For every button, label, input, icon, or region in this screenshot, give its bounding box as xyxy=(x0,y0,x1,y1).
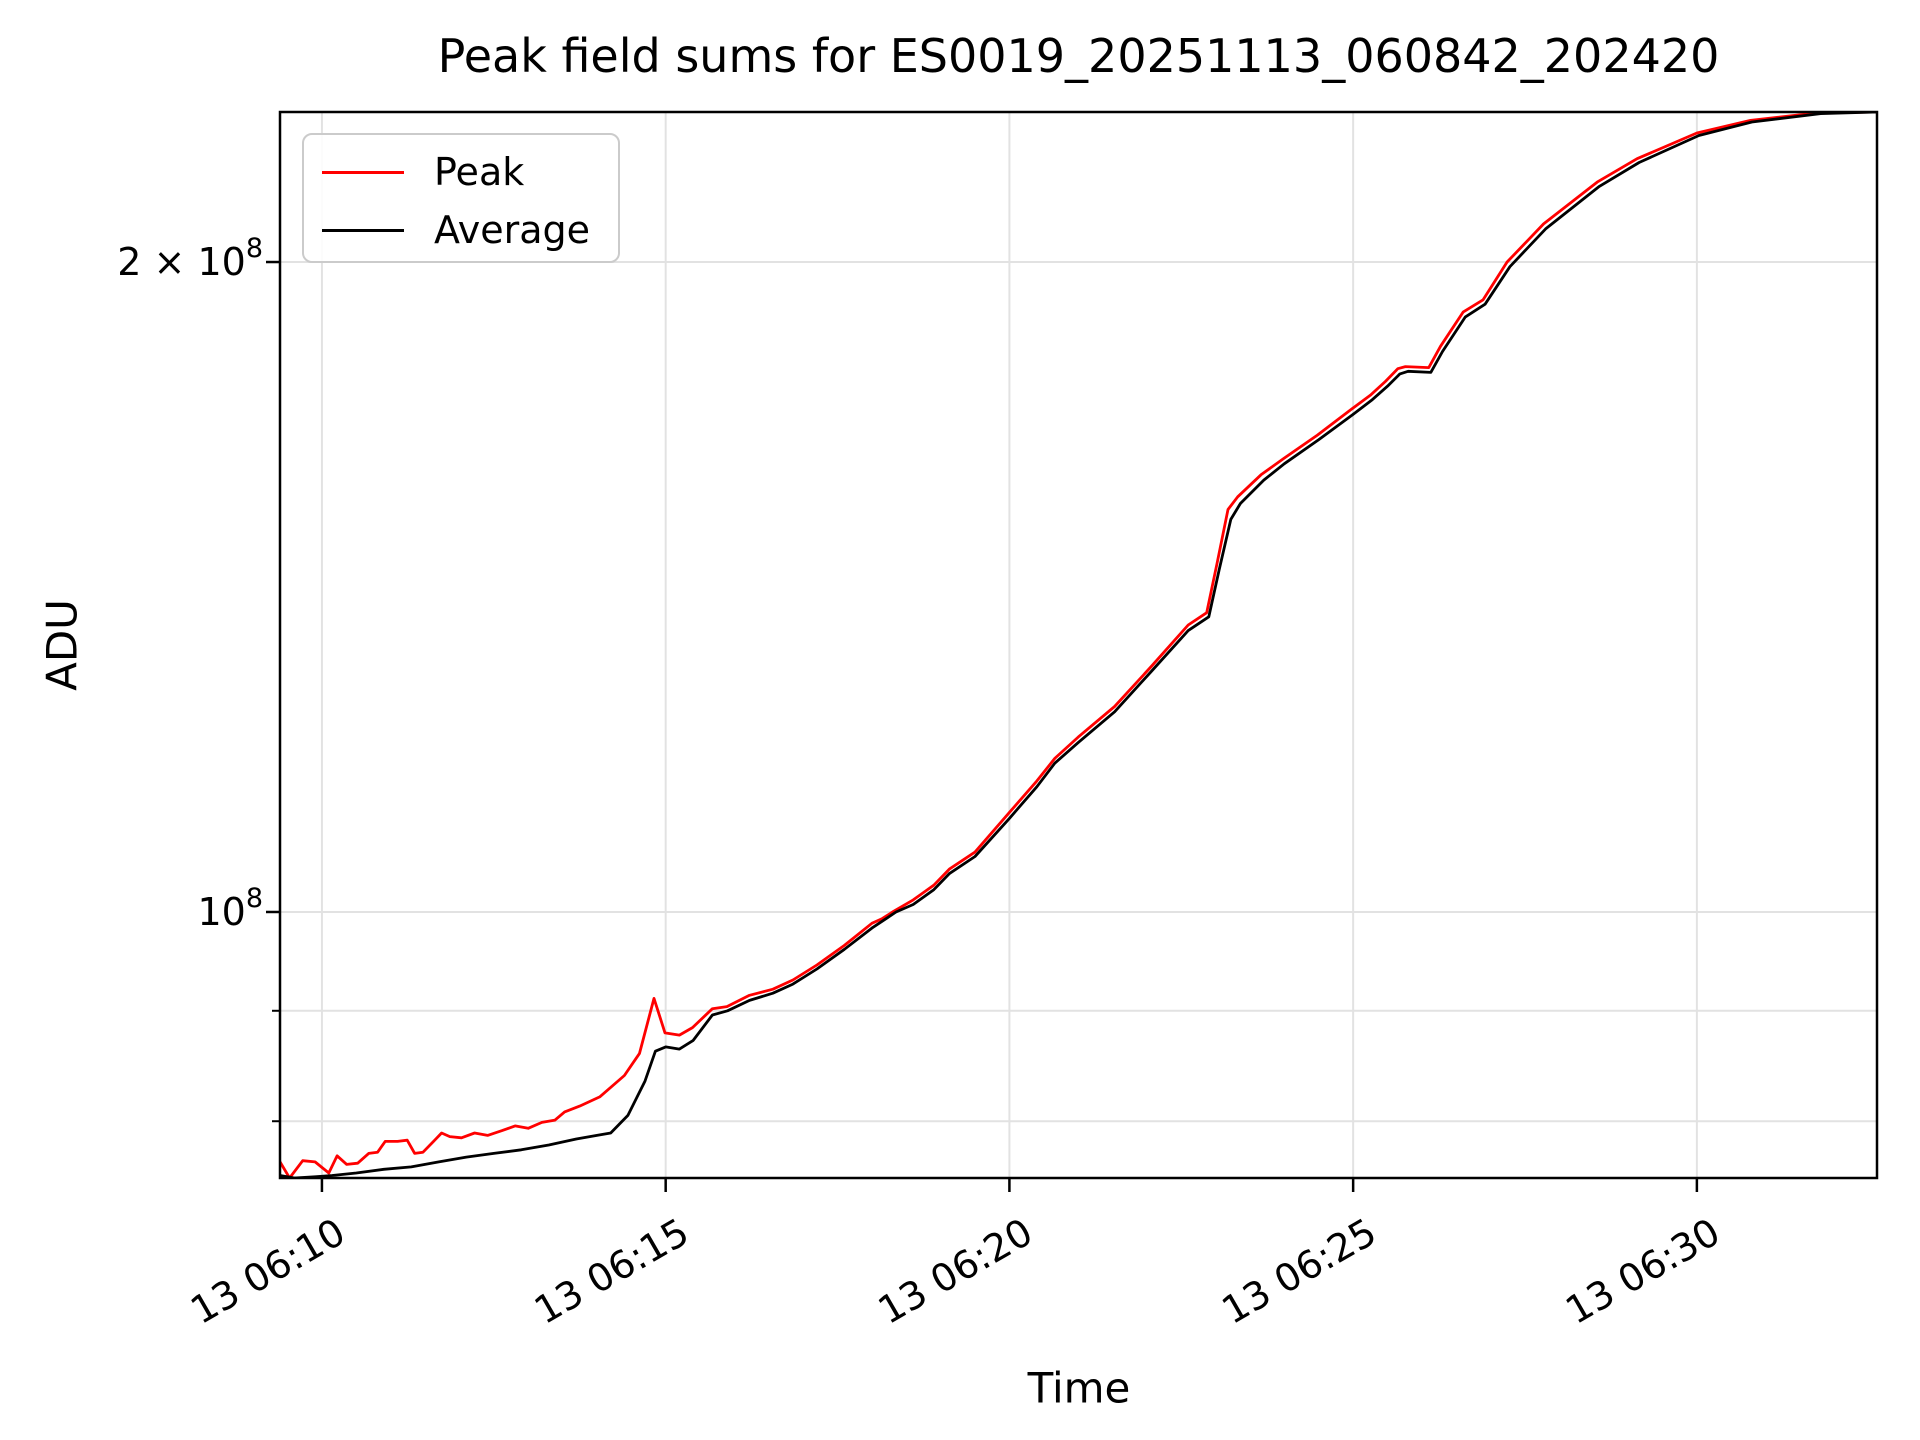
series-group xyxy=(280,112,1877,1178)
x-tick-label: 13 06:15 xyxy=(527,1210,696,1333)
y-tick-label: 2 × 108 xyxy=(117,233,263,284)
legend-line-average-icon xyxy=(322,228,404,232)
axes-spines xyxy=(278,110,1879,1180)
legend-label-average: Average xyxy=(434,208,591,252)
legend-item-average: Average xyxy=(304,201,618,259)
legend-label-peak: Peak xyxy=(434,150,525,194)
x-tick-label: 13 06:20 xyxy=(871,1210,1040,1333)
y-tick-label: 108 xyxy=(197,883,263,934)
chart-title: Peak field sums for ES0019_20251113_0608… xyxy=(437,29,1720,83)
legend-item-peak: Peak xyxy=(304,143,618,201)
x-tick-label: 13 06:30 xyxy=(1558,1210,1727,1333)
tick-marks xyxy=(266,260,1699,1192)
x-tick-label: 13 06:10 xyxy=(183,1210,352,1333)
legend-line-peak-icon xyxy=(322,170,404,174)
x-tick-label: 13 06:25 xyxy=(1214,1210,1383,1333)
series-line-average xyxy=(280,112,1877,1178)
legend: Peak Average xyxy=(302,133,620,263)
x-axis-label: Time xyxy=(1027,1363,1131,1413)
series-line-peak xyxy=(280,112,1877,1178)
grid-lines xyxy=(280,112,1877,1178)
